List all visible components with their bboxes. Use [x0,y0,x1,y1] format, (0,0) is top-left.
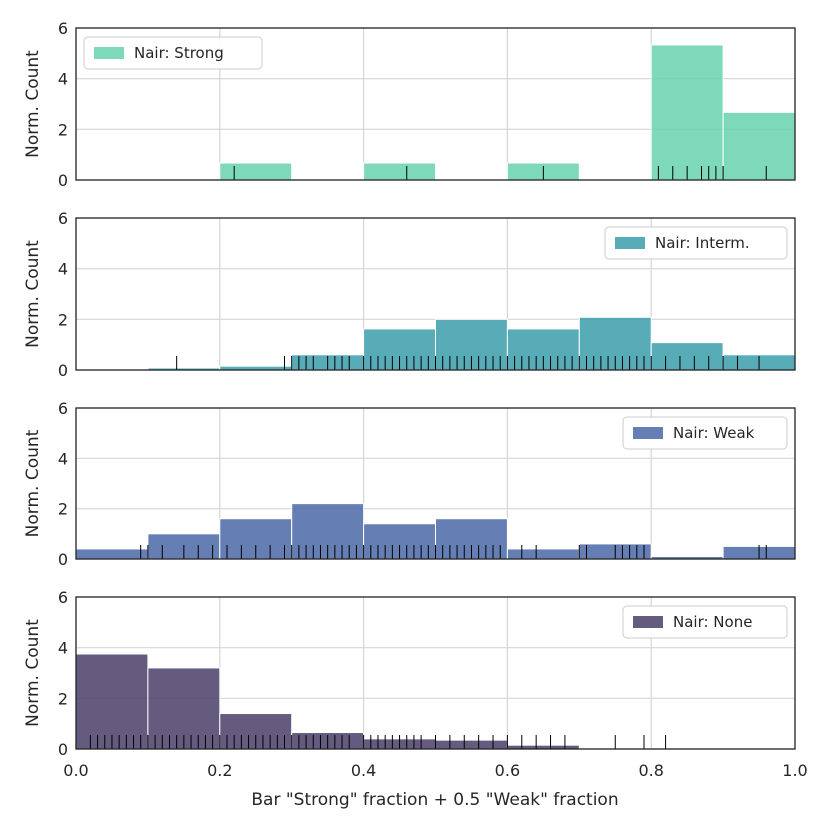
histogram-bar [650,44,724,181]
legend-swatch [94,47,124,59]
panel-1: 0 2 4 6 Norm. Count Nair: Strong [23,19,796,190]
y-axis-label: Norm. Count [23,619,43,727]
histogram-bar [75,653,149,750]
panel-3: 0 2 4 6 Norm. Count Nair: Weak [23,399,796,569]
legend-label: Nair: Weak [673,424,755,442]
panels: 0 2 4 6 Norm. Count Nair: Strong 0 2 4 6 Norm. Cou… [23,19,796,759]
panel-4: 0 2 4 6 Norm. Count Nair: None [23,588,796,759]
legend: Nair: Interm. [604,226,788,260]
histogram-bar [506,548,580,560]
y-tick-label: 4 [58,260,68,279]
histogram-bar [219,162,293,181]
legend-swatch [633,616,663,628]
legend-label: Nair: None [673,613,752,631]
y-tick-label: 0 [58,361,68,380]
legend: Nair: Strong [83,36,263,70]
y-tick-label: 4 [58,639,68,658]
y-tick-label: 6 [58,209,68,228]
y-tick-label: 6 [58,588,68,607]
legend: Nair: None [622,605,788,639]
y-tick-label: 4 [58,70,68,89]
x-tick-label: 0.4 [351,761,376,780]
legend-swatch [633,427,663,439]
y-tick-label: 0 [58,740,68,759]
y-tick-label: 2 [58,120,68,139]
histogram-bar [435,739,508,750]
y-tick-label: 2 [58,310,68,329]
legend: Nair: Weak [622,416,788,450]
histogram-bar [650,342,724,371]
legend-box [622,416,788,450]
histogram-bar [722,111,796,181]
legend-label: Nair: Interm. [655,234,750,252]
x-axis-ticks: 0.0 0.2 0.4 0.6 0.8 1.0 [63,761,807,780]
y-axis-label: Norm. Count [23,240,43,348]
y-axis-label: Norm. Count [23,50,43,158]
plot-frame [75,27,796,181]
plot-frame [75,596,796,750]
histogram-bar [363,162,437,181]
x-tick-label: 0.0 [63,761,88,780]
x-tick-label: 1.0 [782,761,807,780]
y-tick-label: 0 [58,171,68,190]
plot-frame [75,217,796,371]
y-tick-label: 0 [58,550,68,569]
y-tick-label: 6 [58,399,68,418]
y-tick-label: 4 [58,449,68,468]
legend-box [622,605,788,639]
x-tick-label: 0.2 [207,761,232,780]
legend-box [83,36,263,70]
x-tick-label: 0.6 [495,761,520,780]
x-tick-label: 0.8 [638,761,663,780]
legend-label: Nair: Strong [134,44,224,62]
y-tick-label: 2 [58,500,68,519]
plot-frame [75,407,796,560]
histogram-bar [75,548,149,560]
y-tick-label: 2 [58,689,68,708]
x-axis-label: Bar "Strong" fraction + 0.5 "Weak" fract… [251,790,618,810]
y-tick-label: 6 [58,19,68,38]
legend-box [604,226,788,260]
y-axis-label: Norm. Count [23,429,43,537]
legend-swatch [615,237,645,249]
panel-2: 0 2 4 6 Norm. Count Nair: Interm. [23,209,796,380]
